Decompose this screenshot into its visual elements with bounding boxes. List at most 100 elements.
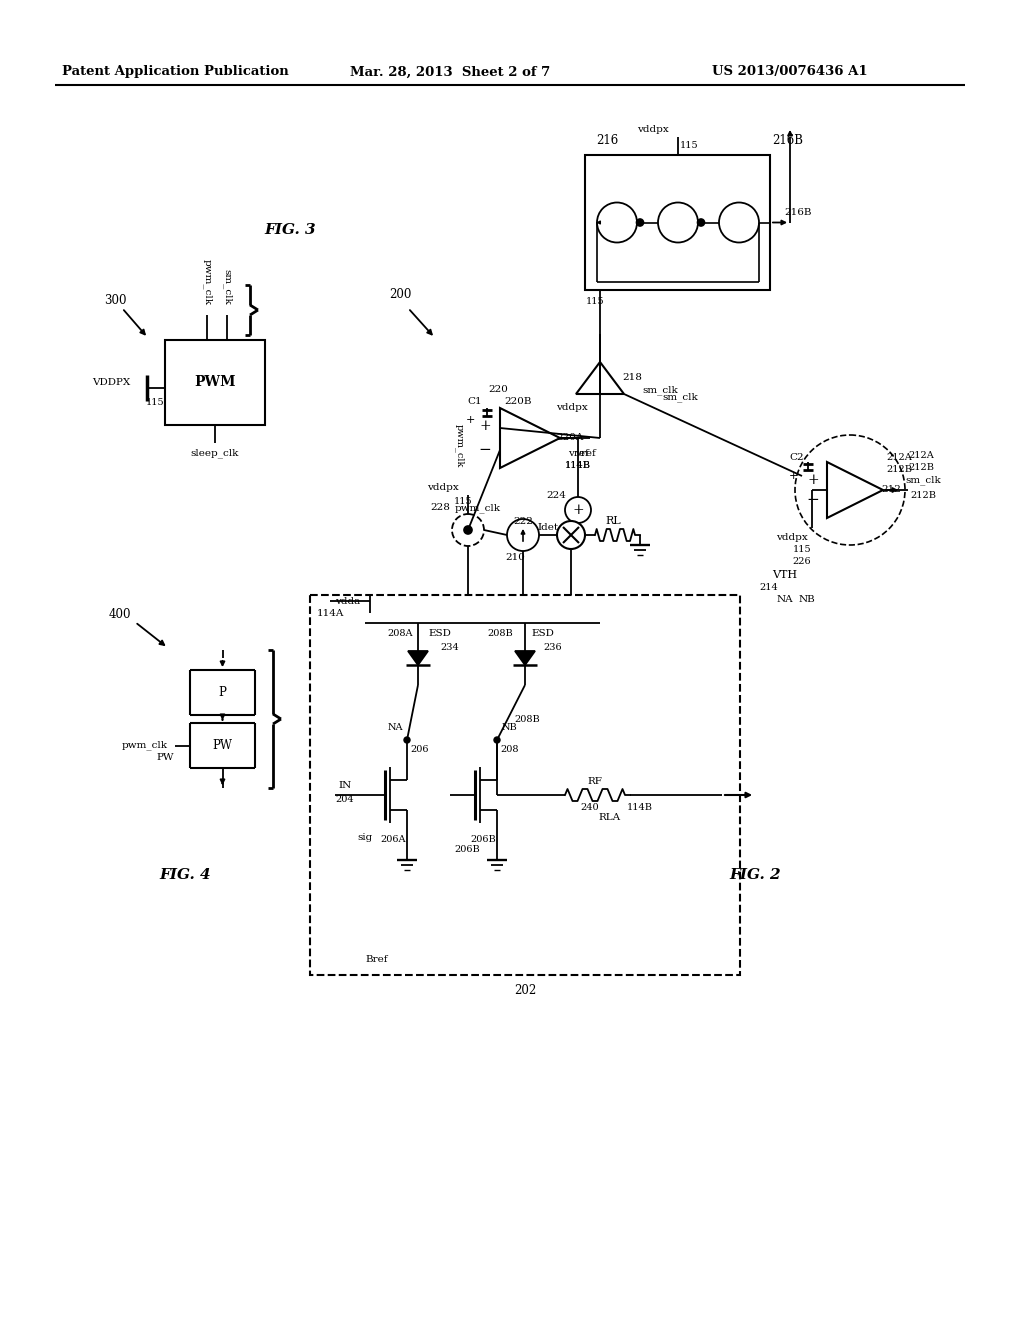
- Text: pwm_clk: pwm_clk: [455, 503, 501, 513]
- Text: pwm_clk: pwm_clk: [455, 424, 465, 467]
- Text: pwm_clk: pwm_clk: [122, 741, 168, 750]
- Text: 206: 206: [411, 746, 429, 755]
- Text: vref: vref: [574, 449, 595, 458]
- Text: IN: IN: [338, 780, 351, 789]
- Text: 115: 115: [145, 399, 164, 407]
- Text: 220A: 220A: [556, 433, 584, 442]
- Text: PW: PW: [213, 739, 232, 752]
- Text: +: +: [465, 414, 475, 425]
- Text: 115: 115: [586, 297, 604, 306]
- Text: 210: 210: [505, 553, 525, 561]
- Text: RLA: RLA: [599, 813, 622, 821]
- Text: Bref: Bref: [366, 956, 388, 965]
- Text: 214: 214: [760, 582, 778, 591]
- Circle shape: [697, 219, 705, 226]
- Text: 204: 204: [336, 796, 354, 804]
- Text: vddpx: vddpx: [427, 483, 459, 492]
- Text: 216: 216: [596, 135, 618, 148]
- Text: RF: RF: [588, 776, 602, 785]
- Bar: [585, 154, 770, 290]
- Text: FIG. 3: FIG. 3: [264, 223, 315, 238]
- Circle shape: [658, 202, 698, 243]
- Text: 206A: 206A: [380, 836, 406, 845]
- Text: 208B: 208B: [514, 715, 540, 725]
- Circle shape: [494, 737, 500, 743]
- Text: 114B: 114B: [565, 462, 591, 470]
- Text: vddpx: vddpx: [637, 125, 669, 135]
- Text: NA: NA: [776, 595, 794, 605]
- Circle shape: [507, 519, 539, 550]
- Text: sm_clk: sm_clk: [642, 385, 678, 395]
- Text: 212: 212: [881, 486, 901, 495]
- Circle shape: [719, 202, 759, 243]
- Text: 222: 222: [513, 517, 532, 527]
- Text: C1: C1: [468, 396, 482, 405]
- Text: vref: vref: [567, 449, 589, 458]
- Text: NA: NA: [387, 723, 402, 733]
- Text: sm_clk: sm_clk: [222, 269, 231, 305]
- Text: PWM: PWM: [195, 375, 236, 389]
- Text: 115: 115: [793, 545, 811, 554]
- Text: ESD: ESD: [429, 628, 452, 638]
- Text: 212B: 212B: [886, 466, 912, 474]
- Circle shape: [565, 498, 591, 523]
- Text: P: P: [218, 686, 226, 700]
- Text: NB: NB: [799, 595, 815, 605]
- Text: +: +: [479, 418, 490, 433]
- Polygon shape: [408, 651, 428, 665]
- Text: VDDPX: VDDPX: [92, 378, 130, 387]
- Text: C2: C2: [790, 454, 804, 462]
- Circle shape: [464, 525, 472, 535]
- Polygon shape: [515, 651, 535, 665]
- Text: sm_clk: sm_clk: [905, 475, 941, 484]
- Text: +: +: [807, 473, 819, 487]
- Text: 212A: 212A: [908, 450, 934, 459]
- Text: 114B: 114B: [627, 803, 653, 812]
- Text: pwm_clk: pwm_clk: [202, 259, 212, 305]
- Text: 114A: 114A: [316, 609, 344, 618]
- Bar: [310, 595, 740, 975]
- Text: 208: 208: [501, 746, 519, 755]
- Text: 228: 228: [430, 503, 450, 512]
- Text: Mar. 28, 2013  Sheet 2 of 7: Mar. 28, 2013 Sheet 2 of 7: [350, 66, 550, 78]
- Text: VTH: VTH: [772, 570, 798, 579]
- Text: 206B: 206B: [454, 846, 480, 854]
- Text: vddpx: vddpx: [556, 403, 588, 412]
- Text: 220: 220: [488, 385, 508, 395]
- Text: +: +: [788, 471, 798, 480]
- Text: Patent Application Publication: Patent Application Publication: [61, 66, 289, 78]
- Text: NB: NB: [501, 723, 517, 733]
- Text: FIG. 2: FIG. 2: [729, 869, 781, 882]
- Circle shape: [404, 737, 410, 743]
- Text: 216B: 216B: [772, 135, 804, 148]
- Circle shape: [557, 521, 585, 549]
- Text: 218: 218: [622, 372, 642, 381]
- Text: 208A: 208A: [387, 628, 413, 638]
- Text: PW: PW: [157, 752, 174, 762]
- Text: vddpx: vddpx: [776, 533, 808, 543]
- Text: ESD: ESD: [531, 628, 554, 638]
- Text: vdda: vdda: [336, 597, 360, 606]
- Text: 226: 226: [793, 557, 811, 566]
- Text: FIG. 4: FIG. 4: [159, 869, 211, 882]
- Text: Idet: Idet: [538, 523, 558, 532]
- Text: 400: 400: [109, 609, 131, 622]
- Text: 115: 115: [454, 498, 472, 507]
- Text: 300: 300: [103, 293, 126, 306]
- Text: 114B: 114B: [565, 462, 591, 470]
- Text: sig: sig: [357, 833, 373, 842]
- Text: 212A: 212A: [886, 454, 912, 462]
- Text: 212B: 212B: [910, 491, 936, 499]
- Text: 216B: 216B: [784, 209, 812, 216]
- Text: 212B: 212B: [908, 463, 934, 473]
- Text: sm_clk: sm_clk: [663, 392, 698, 401]
- Text: 206B: 206B: [470, 836, 496, 845]
- Circle shape: [597, 202, 637, 243]
- Text: 208B: 208B: [487, 628, 513, 638]
- Text: 115: 115: [680, 140, 698, 149]
- Text: +: +: [572, 503, 584, 517]
- Bar: [165, 341, 265, 425]
- Text: 236: 236: [544, 643, 562, 652]
- Circle shape: [452, 513, 484, 546]
- Text: 220B: 220B: [504, 396, 531, 405]
